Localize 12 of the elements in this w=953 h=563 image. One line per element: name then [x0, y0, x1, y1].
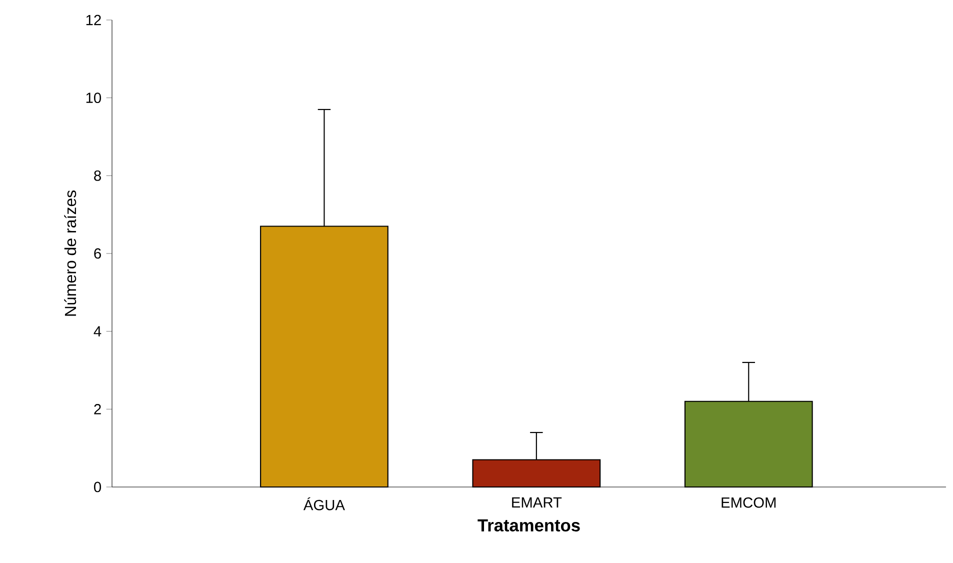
x-tick-label: ÁGUA	[303, 497, 345, 510]
y-tick-label: 8	[94, 170, 101, 181]
y-tick-label: 2	[94, 404, 101, 414]
y-tick-label: 0	[94, 482, 102, 492]
y-tick-label: 6	[94, 248, 101, 259]
y-tick-label: 4	[94, 326, 102, 336]
x-axis-title: Tratamentos	[478, 519, 580, 532]
y-axis-title: Número de raízes	[64, 190, 76, 316]
x-tick-label: EMCOM	[722, 497, 776, 508]
x-tick-label: EMART	[512, 497, 562, 508]
y-tick-label: 12	[86, 14, 101, 26]
y-tick-label: 10	[86, 92, 102, 104]
